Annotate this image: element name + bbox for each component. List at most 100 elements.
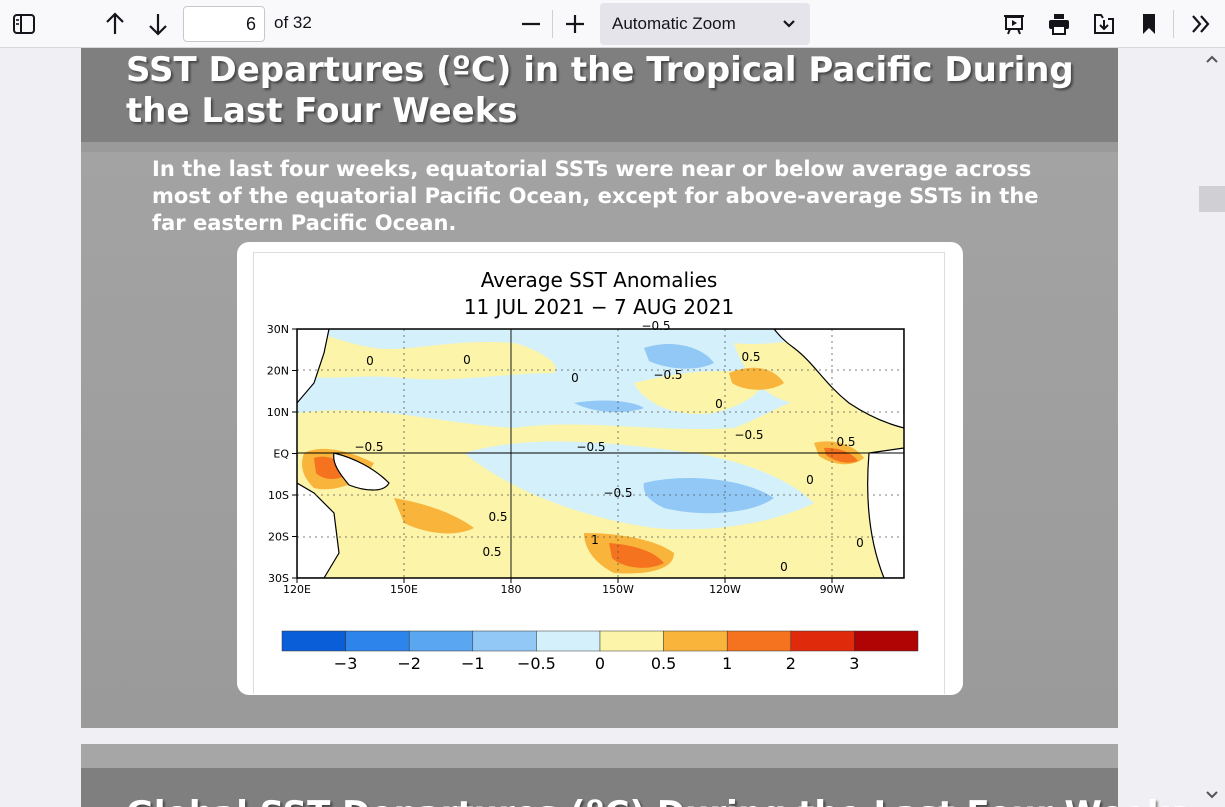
more-tools-icon [1192,15,1210,33]
zoom-select-value: Automatic Zoom [612,14,736,33]
contour-label: 0 [571,371,579,385]
next-slide: Global SST Departures (ºC) During the La… [81,744,1190,807]
y-axis: 30N 20N 10N EQ 10S 20S 30S [267,323,297,585]
colorbar-swatch [599,630,664,652]
colorbar-label: 0.5 [651,654,676,673]
contour-label: 0.5 [741,350,760,364]
scroll-down-icon[interactable] [1205,790,1219,800]
y-tick-label: 20N [267,365,289,378]
y-tick-label: 20S [268,531,289,544]
chart-subtitle: 11 JUL 2021 − 7 AUG 2021 [464,295,734,319]
slide-title-band [81,48,1118,142]
zoom-in-icon [566,15,584,33]
zoom-out-icon [522,22,540,26]
land [297,329,330,404]
colorbar-swatch [663,630,728,652]
colorbar-swatch [536,630,601,652]
cool-core [574,400,644,413]
colorbar-swatch [472,630,537,652]
next-page-button[interactable] [141,7,175,41]
contour-label: 0 [806,473,814,487]
previous-page-button[interactable] [98,7,132,41]
contour-label: −0.5 [653,368,682,382]
x-tick-label: 150W [602,583,634,596]
zoom-select[interactable]: Automatic Zoom [600,3,810,45]
presentation-mode-button[interactable] [997,7,1031,41]
page-count: of 32 [274,13,312,32]
colorbar-label: 2 [786,654,796,673]
colorbar-label: −3 [334,654,358,673]
contour-label: 0.5 [836,435,855,449]
contour-label: 0 [780,560,788,574]
land [333,452,390,491]
print-icon [1049,14,1069,35]
contour-labels: 0 0 0 0 0 0 0 0.5 0.5 0.5 0.5 1 −0.5 −0.5 −0.5 −0.5 −0.5… [354,319,863,574]
contour-label: 0.5 [488,510,507,524]
land [773,329,904,429]
sst-anomaly-chart: Average SST Anomalies 11 JUL 2021 − 7 AU… [267,268,919,673]
figure-card: Average SST Anomalies 11 JUL 2021 − 7 AU… [237,242,963,695]
document-viewer[interactable]: SST Departures (ºC) in the Tropical Paci… [0,48,1225,807]
sidebar-toggle-icon [13,14,35,34]
y-tick-label: 10N [267,406,289,419]
hot-pool [824,447,858,463]
x-tick-label: 120E [283,583,311,596]
colorbar-swatch [726,630,792,652]
next-slide-title: Global SST Departures (ºC) During the La… [126,794,1190,807]
contour-label: −0.5 [354,440,383,454]
sidebar-toggle-button[interactable] [7,7,41,41]
cool-core [643,478,774,514]
arrow-up-icon [106,12,124,34]
contour-label: −0.5 [641,319,670,333]
colorbar-swatch [408,630,474,652]
cool-core [644,343,714,369]
zoom-in-button[interactable] [558,7,592,41]
y-tick-label: 30S [268,572,289,585]
contour-label: −0.5 [576,440,605,454]
colorbar-label: −2 [397,654,421,673]
colorbar-swatch [345,630,410,652]
bookmark-icon [1143,14,1155,34]
warm-region [297,329,556,380]
warm-region [634,371,762,414]
y-tick-label: 10S [268,489,289,502]
contour-label: 0 [856,536,864,550]
colorbar-label: 3 [849,654,859,673]
colorbar-label: 0 [595,654,605,673]
toolbar-separator [1173,10,1174,38]
scroll-up-icon[interactable] [1205,54,1219,64]
page-number-input[interactable]: 6 [183,6,265,42]
contour-label: 0 [463,353,471,367]
scroll-thumb[interactable] [1199,186,1225,212]
x-tick-label: 120W [709,583,741,596]
map-gridlines [297,329,904,578]
x-tick-label: 150E [390,583,418,596]
slide-divider [81,142,1118,152]
chart-title: Average SST Anomalies [481,268,718,292]
vertical-scrollbar[interactable] [1199,48,1225,807]
contour-label: 0.5 [482,545,501,559]
x-tick-label: 90W [820,583,845,596]
x-tick-label: 180 [501,583,522,596]
colorbar-swatch [281,630,346,652]
contour-label: −0.5 [603,486,632,500]
x-axis: 120E 150E 180 150W 120W 90W [283,578,845,596]
contour-label: 1 [591,533,599,547]
arrow-down-icon [149,14,167,36]
slide: SST Departures (ºC) in the Tropical Paci… [81,48,1118,728]
print-button[interactable] [1042,7,1076,41]
presentation-icon [1004,15,1024,35]
map-field [297,329,904,578]
more-tools-button[interactable] [1184,7,1218,41]
land [867,447,904,578]
colorbar-label: 1 [722,654,732,673]
bookmark-button[interactable] [1132,7,1166,41]
save-button[interactable] [1087,7,1121,41]
warm-pool [729,367,784,390]
hot-pool [609,543,664,568]
colorbar-swatch [790,630,855,652]
contour-label: −0.5 [734,428,763,442]
zoom-out-button[interactable] [514,7,548,41]
land [297,482,340,578]
toolbar-separator [552,10,553,38]
